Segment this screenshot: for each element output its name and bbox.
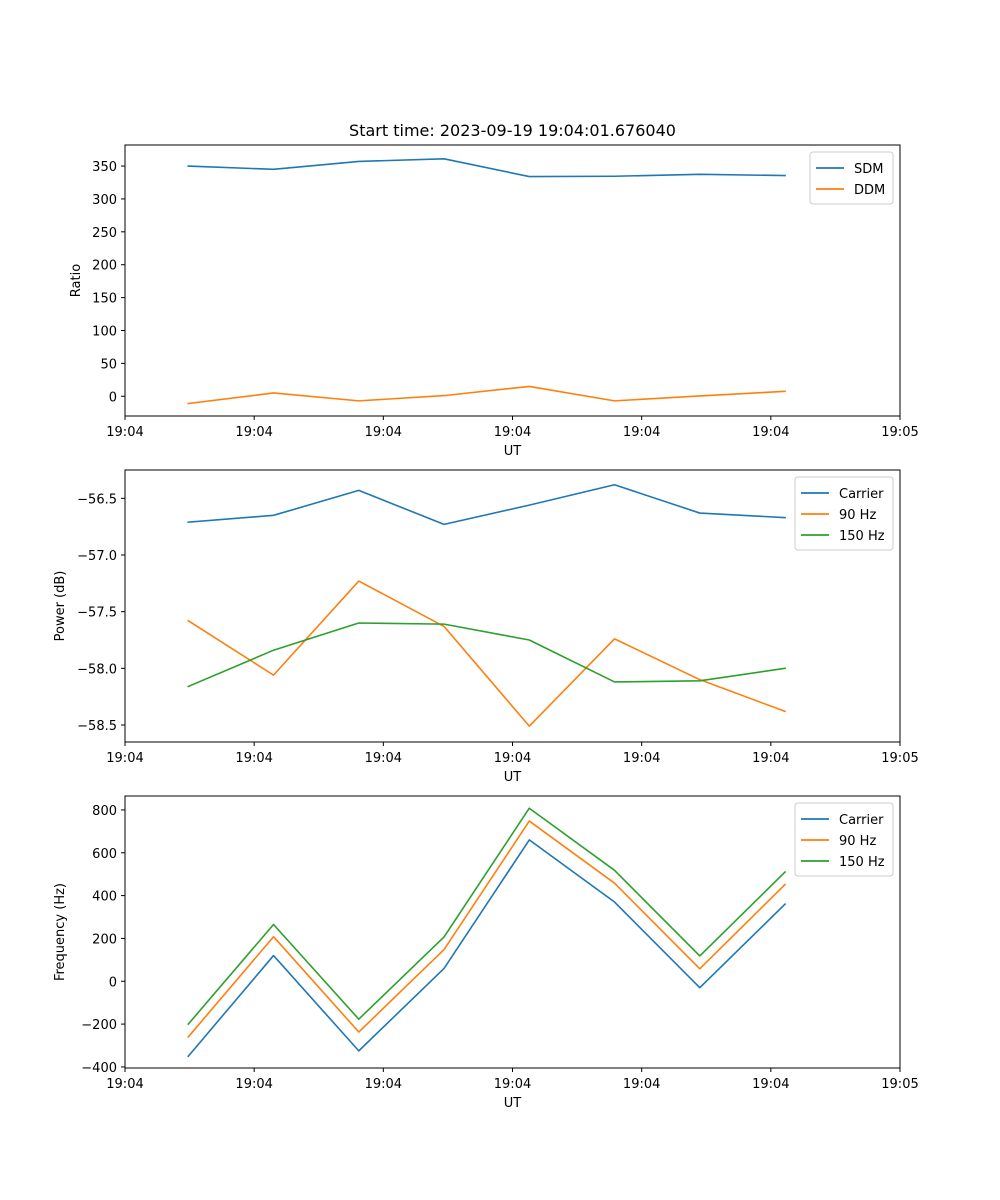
y-tick-label: −56.5 [77,492,117,507]
x-tick-label: 19:04 [623,751,660,766]
legend-label: SDM [854,162,883,177]
legend-label: 150 Hz [839,855,885,870]
y-tick-label: −400 [81,1061,117,1076]
x-tick-label: 19:04 [106,1077,143,1092]
series-line-150-hz [187,622,786,688]
legend-label: Carrier [839,813,884,828]
x-tick-label: 19:04 [106,751,143,766]
chart-3: 19:04 19:04 19:04 19:04 19:04 19:04 19:05 −400 −… [53,795,919,1111]
x-axis-label: UT [504,444,522,459]
x-tick-label: 19:04 [494,751,531,766]
y-tick-label: 350 [92,160,117,175]
y-tick-label: −58.5 [77,719,117,734]
x-tick-label: 19:04 [365,425,402,440]
series-line-carrier [187,483,786,526]
x-tick-label: 19:05 [881,425,918,440]
legend: SDM DDM [809,151,894,205]
y-axis-label: Frequency (Hz) [53,883,68,981]
x-tick-label: 19:04 [494,1077,531,1092]
legend-box [794,476,894,551]
x-tick-label: 19:04 [623,1077,660,1092]
y-tick-label: −58.0 [77,662,117,677]
x-axis-label: UT [504,770,522,785]
y-tick-label: 100 [92,324,117,339]
x-tick-label: 19:04 [623,425,660,440]
series-line-90-hz [187,580,787,727]
y-tick-label: 400 [92,890,117,905]
series-line-carrier [187,839,787,1058]
x-tick-label: 19:04 [365,751,402,766]
legend-label: DDM [854,183,885,198]
x-tick-label: 19:04 [752,1077,789,1092]
y-tick-label: 0 [109,390,117,405]
x-tick-label: 19:05 [881,1077,918,1092]
y-tick-label: 200 [92,932,117,947]
x-axis-label: UT [504,1096,522,1111]
x-tick-label: 19:04 [235,1077,272,1092]
y-axis-label: Ratio [69,264,84,297]
chart-title: Start time: 2023-09-19 19:04:01.676040 [349,121,676,140]
y-tick-label: 0 [109,975,117,990]
x-tick-label: 19:04 [106,425,143,440]
legend: Carrier 90 Hz 150 Hz [794,802,894,877]
series-line-sdm [187,158,786,178]
y-tick-label: 250 [92,226,117,241]
y-axis-label: Power (dB) [53,571,68,642]
chart-2: 19:04 19:04 19:04 19:04 19:04 19:04 19:05 −58.5… [53,469,919,785]
legend-label: 150 Hz [839,529,885,544]
y-tick-label: 800 [92,804,117,819]
legend: Carrier 90 Hz 150 Hz [794,476,894,551]
y-tick-label: 50 [100,357,117,372]
legend-box [809,151,894,205]
x-tick-label: 19:04 [235,425,272,440]
x-tick-label: 19:04 [365,1077,402,1092]
chart-1: 19:04 19:04 19:04 19:04 19:04 19:04 19:05 0 50 10… [69,121,919,459]
y-tick-label: 300 [92,193,117,208]
y-tick-label: 150 [92,292,117,307]
series-line-150-hz [187,807,787,1026]
legend-label: 90 Hz [839,508,876,523]
x-tick-label: 19:04 [752,425,789,440]
legend-box [794,802,894,877]
x-tick-label: 19:04 [752,751,789,766]
y-tick-label: −200 [81,1018,117,1033]
y-tick-label: −57.0 [77,549,117,564]
y-tick-label: 200 [92,259,117,274]
y-tick-label: −57.5 [77,606,117,621]
series-line-90-hz [187,820,787,1039]
series-line-ddm [187,385,786,405]
y-tick-label: 600 [92,847,117,862]
x-tick-label: 19:04 [494,425,531,440]
legend-label: 90 Hz [839,834,876,849]
legend-label: Carrier [839,487,884,502]
plots-container: 19:04 19:04 19:04 19:04 19:04 19:04 19:05 0 50 10… [53,121,919,1111]
x-tick-label: 19:04 [235,751,272,766]
x-tick-label: 19:05 [881,751,918,766]
